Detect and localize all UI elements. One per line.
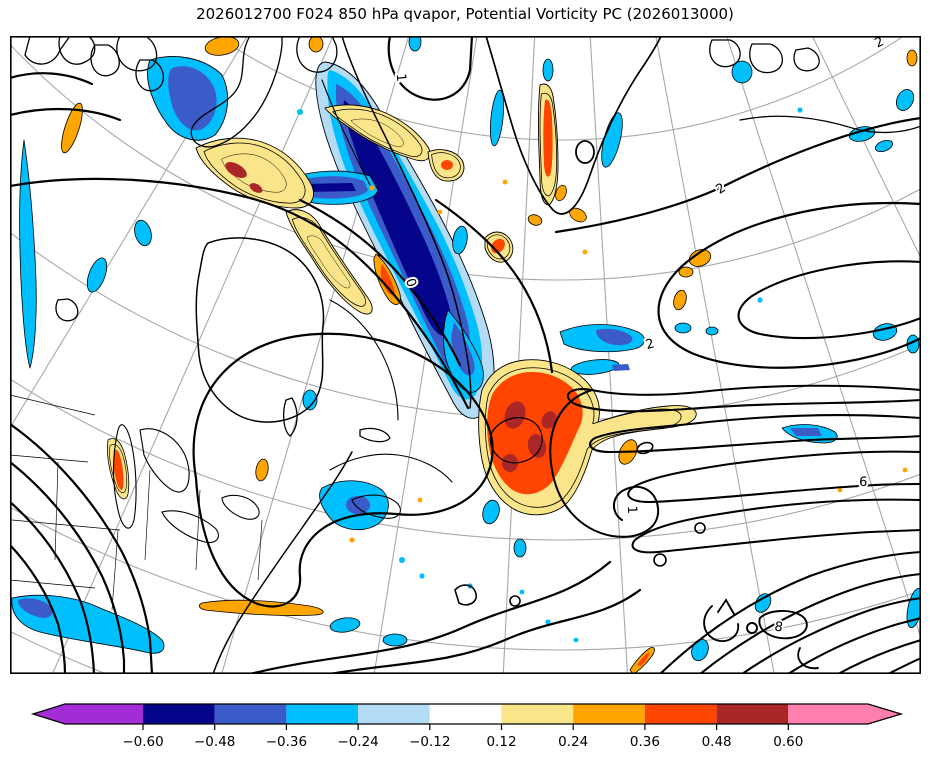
colorbar-over-arrow xyxy=(788,704,901,724)
colorbar-tick-label: 0.36 xyxy=(630,734,660,750)
colorbar-tick-label: −0.48 xyxy=(194,734,235,750)
weather-map-svg: 1 2 2 0 2 6 1 8 xyxy=(10,36,921,674)
colorbar-segment xyxy=(573,704,645,724)
plot-title: 2026012700 F024 850 hPa qvapor, Potentia… xyxy=(196,5,734,23)
contour-label: 2 xyxy=(714,181,729,198)
colorbar: −0.60 −0.48 −0.36 −0.24 −0.12 0.12 0.24 … xyxy=(0,696,930,760)
colorbar-segments xyxy=(30,703,904,725)
colorbar-tick-label: 0.60 xyxy=(773,734,803,750)
contour-label: 6 xyxy=(859,475,868,490)
colorbar-outline xyxy=(30,703,904,725)
colorbar-under-arrow xyxy=(33,704,143,724)
colorbar-segment xyxy=(286,704,359,724)
colorbar-tick-label: 0.24 xyxy=(558,734,588,750)
colorbar-segment xyxy=(143,704,215,724)
map-canvas: 1 2 2 0 2 6 1 8 xyxy=(10,36,921,674)
contour-label: 2 xyxy=(873,36,887,51)
colorbar-tick-label: −0.24 xyxy=(337,734,378,750)
colorbar-tick-label: −0.36 xyxy=(266,734,307,750)
colorbar-segment xyxy=(429,704,502,724)
colorbar-svg: −0.60 −0.48 −0.36 −0.24 −0.12 0.12 0.24 … xyxy=(30,703,904,750)
pv-contours xyxy=(10,36,921,674)
colorbar-segment xyxy=(214,704,287,724)
colorbar-segment xyxy=(644,704,717,724)
colorbar-segment xyxy=(716,704,789,724)
colorbar-ticks xyxy=(142,724,789,730)
contour-label: 1 xyxy=(393,73,409,83)
colorbar-tick-label: −0.60 xyxy=(122,734,163,750)
map-border xyxy=(10,36,921,674)
contour-label: 2 xyxy=(644,336,656,353)
colorbar-tick-label: −0.12 xyxy=(409,734,450,750)
contour-label: 1 xyxy=(624,505,639,514)
colorbar-tick-label: 0.48 xyxy=(702,734,732,750)
qvapor-positive-fill xyxy=(61,36,918,674)
colorbar-tick-labels: −0.60 −0.48 −0.36 −0.24 −0.12 0.12 0.24 … xyxy=(122,734,803,750)
colorbar-segment xyxy=(501,704,574,724)
colorbar-tick-label: 0.12 xyxy=(486,734,516,750)
coastlines xyxy=(24,36,921,674)
contour-label: 8 xyxy=(773,619,784,635)
colorbar-segment xyxy=(358,704,430,724)
